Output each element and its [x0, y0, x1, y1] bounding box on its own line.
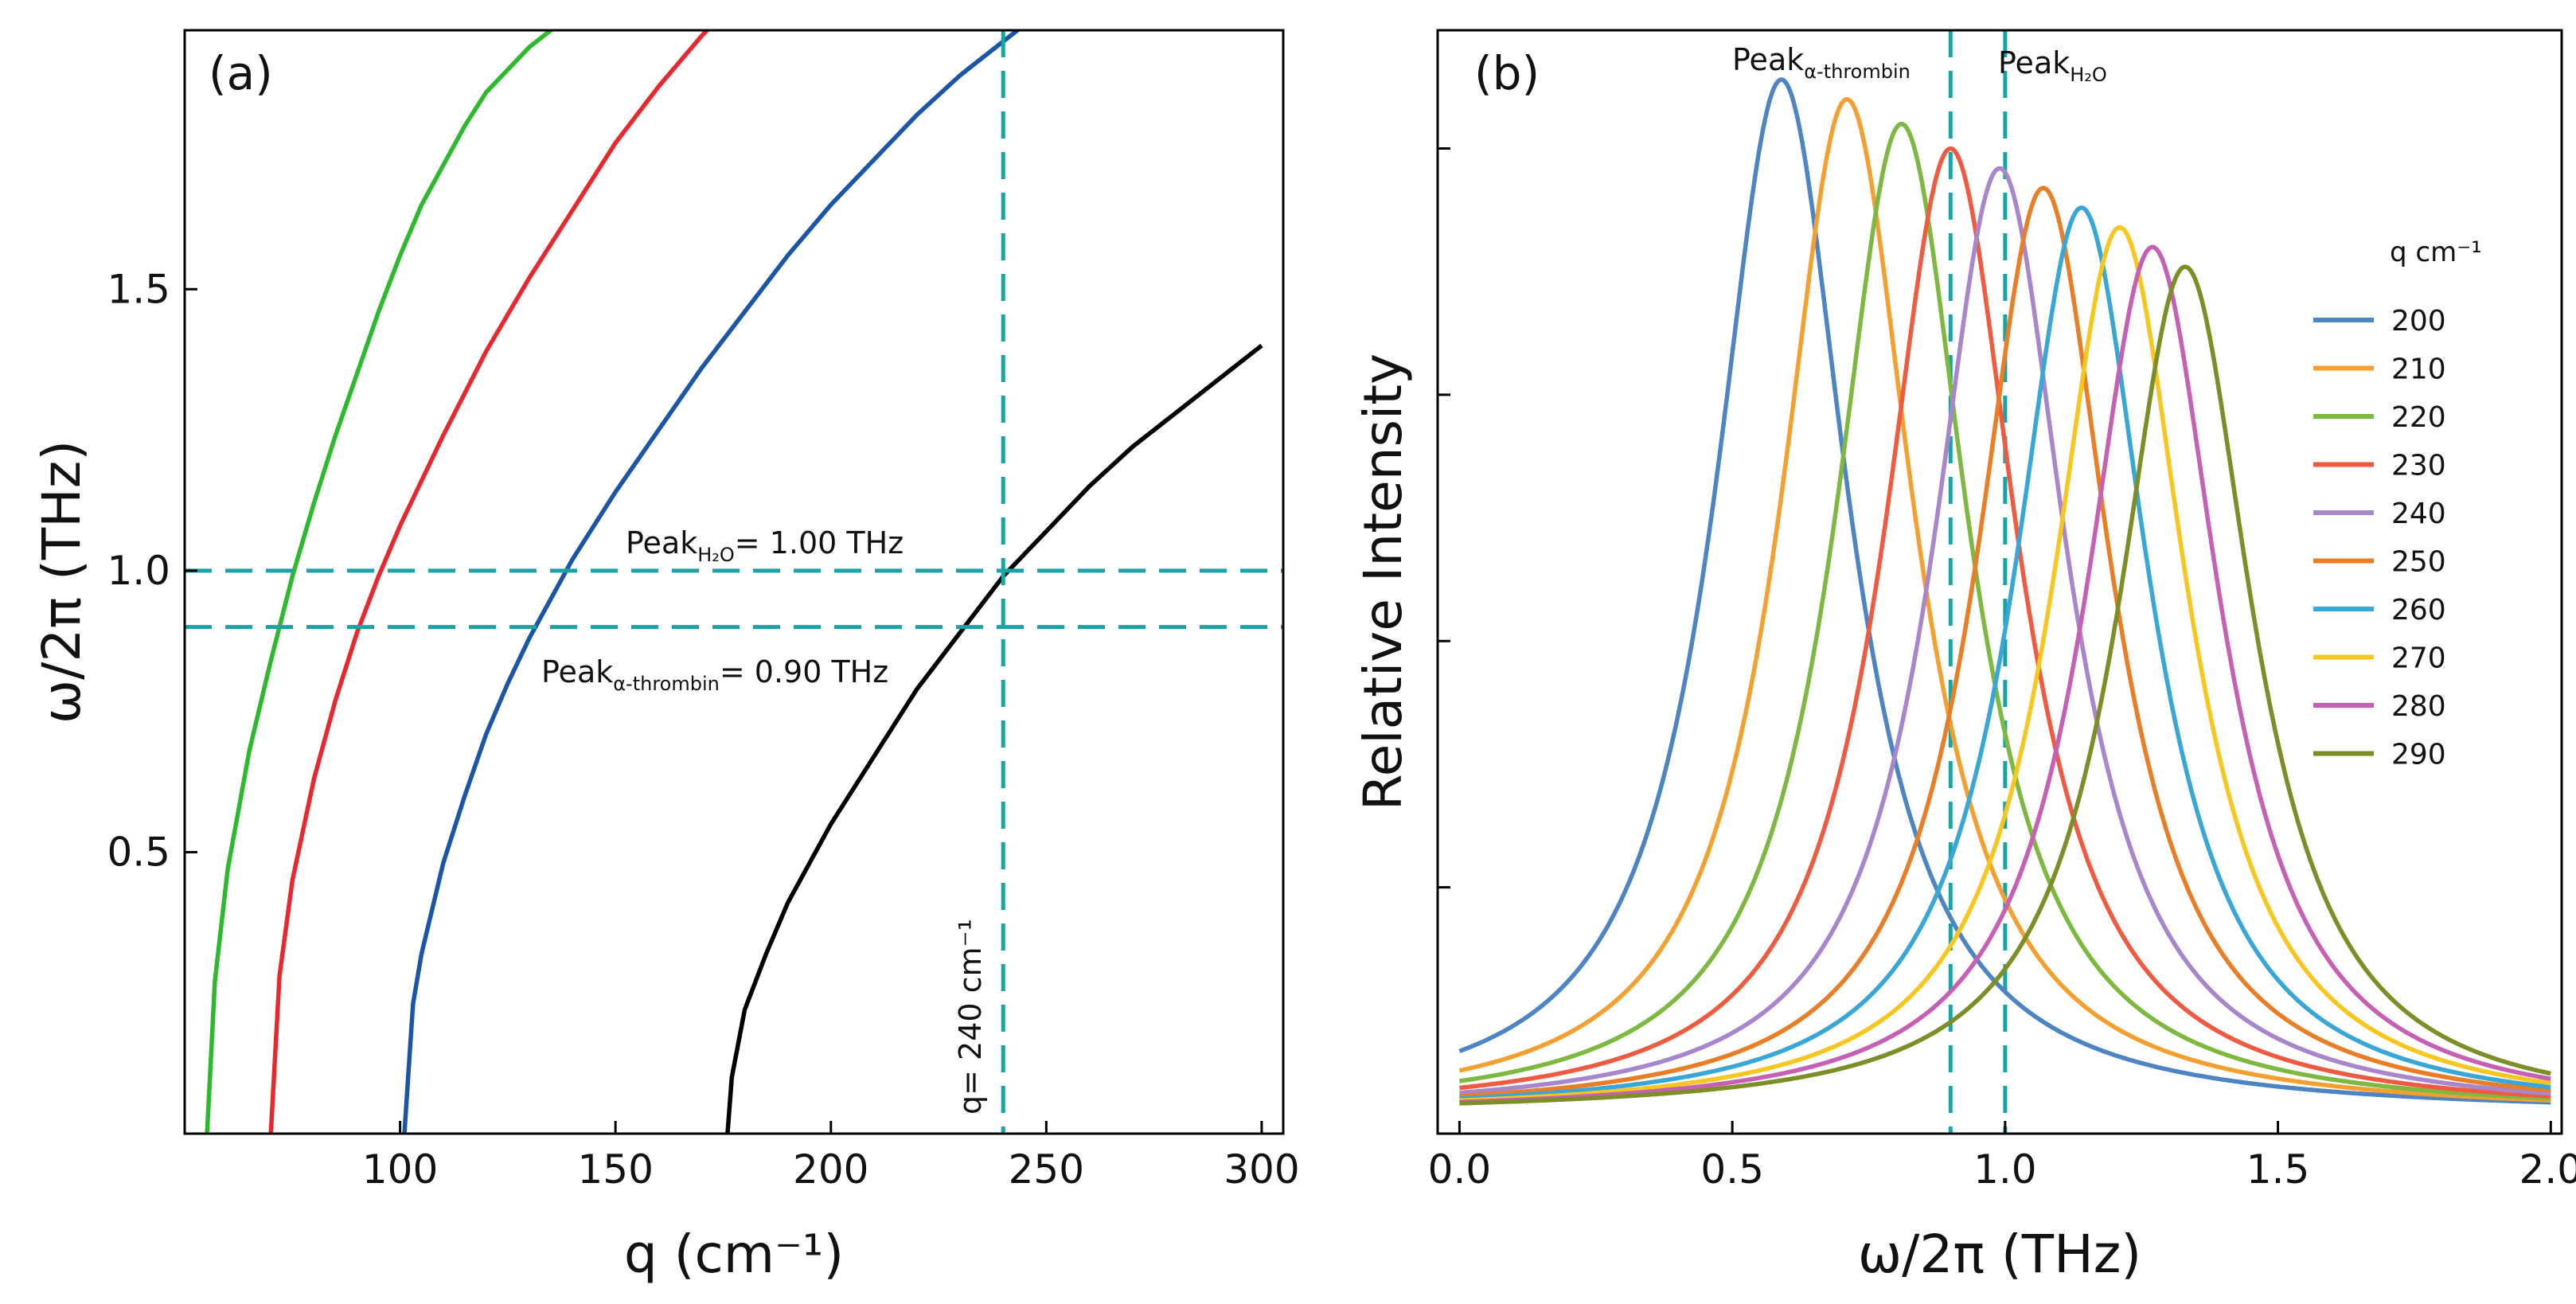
panel-b-label: (b) [1474, 46, 1540, 100]
y-tick-label: 1.5 [107, 266, 170, 312]
spectrum-q-200 [1458, 77, 2551, 1105]
annotation-b-peak-thrombin-base: Peak [1732, 42, 1804, 77]
annotation-b-peak-h2o-base: Peak [1998, 45, 2070, 80]
x-tick-label: 250 [1009, 1146, 1084, 1193]
panel-a-ticks: 100 150 200 250 300 0.5 1.0 1.5 [107, 266, 1299, 1193]
x-tick-label: 1.5 [2246, 1146, 2310, 1193]
panel-b-y-axis-title: Relative Intensity [1352, 353, 1414, 810]
panel-b-x-axis-title: ω/2π (THz) [1858, 1224, 2141, 1285]
panel-a-x-axis-title: q (cm⁻¹) [624, 1224, 844, 1285]
panel-a-label: (a) [209, 46, 273, 100]
legend: q cm⁻¹ 200 210 220 230 240 250 260 270 280 290 [2313, 236, 2482, 771]
spectrum-q-290 [1459, 264, 2551, 1106]
spectrum-q-220 [1459, 122, 2551, 1101]
panel-b: 0.0 0.5 1.0 1.5 2.0 (b) Peakα-thrombin PeakH… [1352, 29, 2576, 1285]
annotation-peak-h2o: PeakH₂O= 1.00 THz [626, 525, 904, 566]
annotation-peak-h2o-base: Peak [626, 525, 697, 560]
panel-a-series [205, 30, 1263, 1134]
curve-black [725, 343, 1263, 1134]
x-tick-label: 300 [1224, 1146, 1299, 1193]
annotation-peak-thrombin-rest: = 0.90 THz [720, 654, 888, 689]
legend-label-280: 280 [2391, 690, 2446, 723]
legend-label-260: 260 [2391, 594, 2446, 627]
annotation-b-peak-thrombin-sub: α-thrombin [1804, 61, 1911, 83]
x-tick-label: 1.0 [1973, 1146, 2037, 1193]
curve-red [268, 30, 711, 1134]
x-tick-label: 2.0 [2519, 1146, 2576, 1193]
spectrum-q-280 [1459, 244, 2551, 1105]
x-tick-label: 150 [577, 1146, 653, 1193]
x-tick-label: 200 [793, 1146, 868, 1193]
curve-blue [402, 30, 1021, 1134]
spectrum-q-260 [1459, 205, 2551, 1101]
legend-label-200: 200 [2391, 305, 2446, 338]
annotation-b-peak-h2o: PeakH₂O [1998, 45, 2107, 86]
legend-label-270: 270 [2391, 642, 2446, 675]
legend-title: q cm⁻¹ [2390, 236, 2482, 268]
annotation-peak-h2o-rest: = 1.00 THz [735, 525, 904, 560]
legend-label-230: 230 [2391, 450, 2446, 482]
annotation-peak-h2o-sub: H₂O [697, 544, 735, 566]
x-tick-label: 100 [362, 1146, 438, 1193]
curve-green [205, 30, 555, 1134]
y-tick-label: 1.0 [107, 548, 170, 594]
spectrum-q-230 [1459, 146, 2551, 1099]
panel-b-ticks: 0.0 0.5 1.0 1.5 2.0 [1428, 147, 2576, 1193]
annotation-peak-thrombin: Peakα-thrombin= 0.90 THz [541, 654, 888, 695]
x-tick-label: 0.0 [1428, 1146, 1492, 1193]
legend-label-210: 210 [2391, 353, 2446, 386]
spectrum-q-240 [1459, 166, 2551, 1096]
annotation-b-peak-thrombin: Peakα-thrombin [1732, 42, 1911, 83]
annotation-peak-thrombin-base: Peak [541, 654, 613, 689]
legend-label-240: 240 [2391, 498, 2446, 530]
legend-label-250: 250 [2391, 546, 2446, 579]
legend-label-220: 220 [2391, 401, 2446, 434]
x-tick-label: 0.5 [1700, 1146, 1764, 1193]
legend-label-290: 290 [2391, 739, 2446, 771]
annotation-b-peak-h2o-sub: H₂O [2070, 64, 2107, 86]
spectrum-q-250 [1459, 185, 2551, 1099]
panel-a-y-axis-title: ω/2π (THz) [31, 440, 92, 724]
annotation-q-line: q= 240 cm⁻¹ [953, 919, 988, 1115]
panel-a-reference-lines [185, 30, 1283, 1134]
panel-b-series [1458, 77, 2551, 1106]
panel-a-frame [183, 29, 1285, 1135]
y-tick-label: 0.5 [107, 829, 170, 875]
panel-b-frame [1436, 29, 2563, 1135]
spectrum-q-210 [1458, 97, 2551, 1103]
spectrum-q-270 [1459, 224, 2551, 1103]
annotation-peak-thrombin-sub: α-thrombin [613, 673, 720, 695]
